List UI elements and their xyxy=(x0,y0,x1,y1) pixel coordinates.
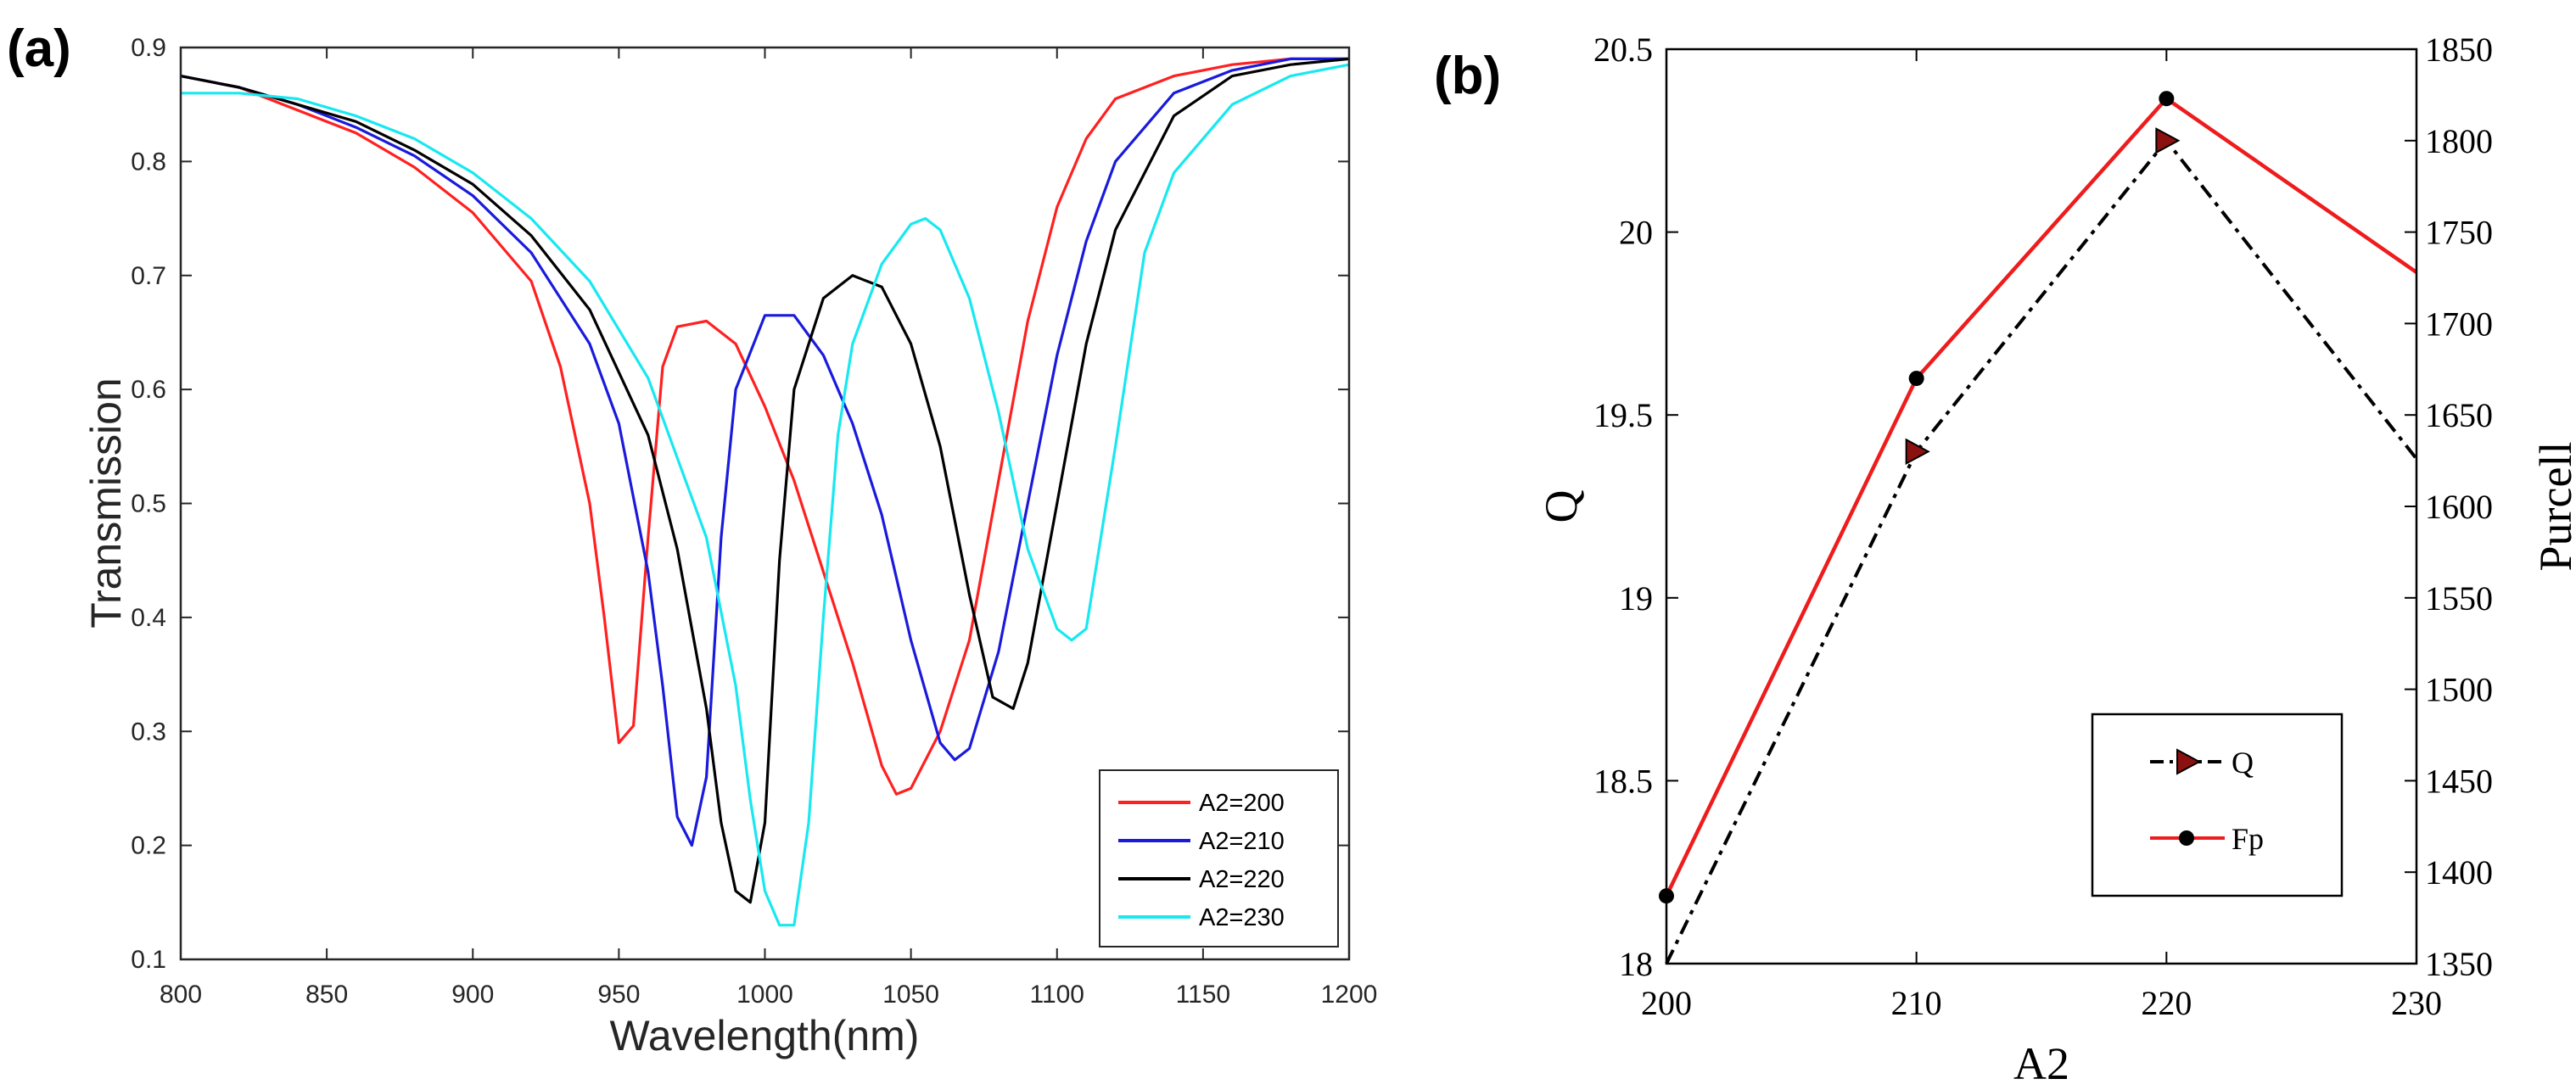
panel-a-series-lines xyxy=(180,57,1350,927)
y2-tick-label: 1600 xyxy=(2425,488,2493,526)
y2-tick-label: 1700 xyxy=(2425,305,2493,343)
series-line-a2-220 xyxy=(180,57,1350,904)
panel-b-right-y-axis-label: Purcell xyxy=(2530,442,2576,572)
x-tick-label: 1150 xyxy=(1176,981,1231,1009)
y2-tick-label: 1400 xyxy=(2425,853,2493,892)
y-tick-label: 0.4 xyxy=(131,604,166,632)
panel-a-x-ticks: 800 850 900 950 1000 1050 1100 1150 1200 xyxy=(160,48,1377,1009)
legend-label-q: Q xyxy=(2232,746,2254,780)
y2-tick-label: 1800 xyxy=(2425,122,2493,160)
x-tick-label: 1200 xyxy=(1321,981,1378,1009)
panel-a-label: (a) xyxy=(7,20,71,78)
legend-label-a2-230: A2=230 xyxy=(1199,904,1285,931)
y-tick-label: 18.5 xyxy=(1593,762,1653,800)
series-line-a2-210 xyxy=(180,57,1349,847)
panel-b-legend-box xyxy=(2091,713,2344,897)
x-tick-label: 1100 xyxy=(1029,981,1084,1009)
panel-a-x-axis-label: Wavelength(nm) xyxy=(610,1012,920,1059)
y-tick-label: 0.9 xyxy=(131,34,166,62)
y2-tick-label: 1550 xyxy=(2425,579,2493,618)
y-tick-label: 0.1 xyxy=(131,946,166,974)
fp-point-marker xyxy=(2159,91,2175,107)
x-tick-label: 950 xyxy=(597,981,640,1009)
y2-tick-label: 1450 xyxy=(2425,762,2493,800)
y-tick-label: 0.6 xyxy=(131,376,166,404)
panel-b-right-y-ticks: 1350 1400 1450 1500 1550 1600 1650 1700 1750 1800… xyxy=(2405,31,2493,983)
panel-b: (b) 200 210 220 230 18 18.5 19 19.5 20 20.5 1350… xyxy=(1434,31,2576,1089)
x-tick-label: 1050 xyxy=(882,981,939,1009)
legend-label-fp: Fp xyxy=(2232,822,2264,856)
q-point-marker xyxy=(2155,127,2181,154)
y2-tick-label: 1850 xyxy=(2425,31,2493,69)
y-tick-label: 19.5 xyxy=(1593,396,1653,434)
y-tick-label: 19 xyxy=(1619,579,1653,618)
series-line-a2-230 xyxy=(181,63,1350,927)
y-tick-label: 0.2 xyxy=(131,832,166,860)
y-tick-label: 0.8 xyxy=(131,148,166,176)
x-tick-label: 850 xyxy=(305,981,348,1009)
x-tick-label: 210 xyxy=(1891,984,1942,1022)
q-point-marker xyxy=(1905,438,1930,465)
legend-label-a2-220: A2=220 xyxy=(1199,866,1285,893)
series-line-fp xyxy=(1664,96,2418,897)
panel-b-x-ticks: 200 210 220 230 xyxy=(1641,49,2442,1022)
panel-b-left-y-axis-label: Q xyxy=(1536,490,1587,523)
x-tick-label: 800 xyxy=(160,981,202,1009)
x-tick-label: 220 xyxy=(2141,984,2192,1022)
y2-tick-label: 1350 xyxy=(2425,945,2493,983)
y-tick-label: 0.3 xyxy=(131,718,166,746)
series-line-q xyxy=(1665,137,2418,964)
fp-point-marker xyxy=(1908,371,1924,387)
x-tick-label: 1000 xyxy=(736,981,793,1009)
y2-tick-label: 1500 xyxy=(2425,671,2493,709)
y-tick-label: 20 xyxy=(1619,214,1653,252)
panel-b-x-axis-label: A2 xyxy=(2013,1038,2069,1089)
y-tick-label: 0.5 xyxy=(131,490,166,518)
panel-a-legend: A2=200 A2=210 A2=220 A2=230 xyxy=(1099,769,1339,947)
legend-label-a2-210: A2=210 xyxy=(1199,828,1285,855)
y-tick-label: 18 xyxy=(1619,945,1653,983)
legend-marker-fp xyxy=(2179,830,2194,846)
panel-b-legend: Q Fp xyxy=(2091,713,2344,897)
legend-label-a2-200: A2=200 xyxy=(1199,790,1285,817)
y-tick-label: 0.7 xyxy=(131,262,166,290)
panel-b-label: (b) xyxy=(1434,47,1501,105)
panel-b-series-lines xyxy=(1659,91,2418,964)
x-tick-label: 230 xyxy=(2391,984,2442,1022)
y-tick-label: 20.5 xyxy=(1593,31,1653,69)
x-tick-label: 200 xyxy=(1641,984,1692,1022)
series-line-a2-200 xyxy=(180,57,1349,796)
y2-tick-label: 1650 xyxy=(2425,396,2493,434)
panel-a-y-ticks: 0.1 0.2 0.3 0.4 0.5 0.6 0.7 0.8 0.9 xyxy=(131,34,1349,974)
panel-a: (a) 800 850 900 950 1000 1050 1100 1150 1200 0.1… xyxy=(7,20,1377,1059)
x-tick-label: 900 xyxy=(451,981,494,1009)
panel-b-left-y-ticks: 18 18.5 19 19.5 20 20.5 xyxy=(1593,31,1678,983)
panel-a-y-axis-label: Transmission xyxy=(82,377,130,628)
y2-tick-label: 1750 xyxy=(2425,214,2493,252)
legend-marker-q xyxy=(2176,748,2202,775)
